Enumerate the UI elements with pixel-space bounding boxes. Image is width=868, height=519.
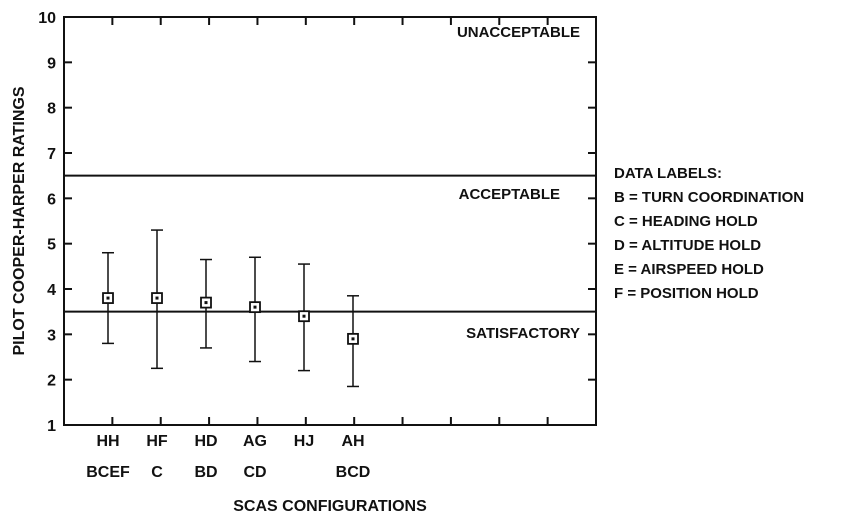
plot-frame: [63, 16, 597, 426]
x-category-sublabel: CD: [243, 464, 266, 481]
x-category-label: HF: [146, 433, 168, 450]
y-tick-label: 10: [38, 10, 56, 27]
x-category-label: AH: [341, 433, 364, 450]
y-tick-label: 4: [47, 282, 56, 299]
data-marks: [102, 229, 359, 388]
y-tick-label: 3: [47, 327, 56, 344]
legend-title: DATA LABELS:: [614, 165, 723, 182]
region-label-unacceptable: UNACCEPTABLE: [457, 24, 580, 41]
region-label-acceptable: ACCEPTABLE: [459, 186, 560, 203]
x-category-sublabel: BCEF: [86, 464, 130, 481]
y-tick-label: 9: [47, 55, 56, 72]
y-tick-label: 6: [47, 191, 56, 208]
axes-group: [63, 16, 597, 426]
x-category-sublabel: BCD: [336, 464, 371, 481]
mean-marker-dot: [155, 296, 159, 300]
x-axis-title: SCAS CONFIGURATIONS: [233, 498, 427, 515]
mean-marker-dot: [204, 301, 208, 305]
y-tick-label: 2: [47, 373, 56, 390]
threshold-lines: [64, 174, 596, 313]
x-category-label: HD: [194, 433, 217, 450]
mean-marker-dot: [351, 337, 355, 341]
data-labels-legend: DATA LABELS: B = TURN COORDINATION C = H…: [614, 162, 804, 306]
y-tick-label: 1: [47, 418, 56, 435]
y-axis-title: PILOT COOPER-HARPER RATINGS: [11, 86, 28, 355]
mean-marker-dot: [253, 305, 257, 309]
mean-marker-dot: [302, 314, 306, 318]
legend-item: F = POSITION HOLD: [614, 285, 759, 302]
x-category-label: AG: [243, 433, 267, 450]
x-category-label: HH: [96, 433, 119, 450]
legend-item: E = AIRSPEED HOLD: [614, 261, 764, 278]
x-category-sublabel: C: [151, 464, 163, 481]
legend-item: D = ALTITUDE HOLD: [614, 237, 762, 254]
x-category-label: HJ: [294, 433, 314, 450]
region-label-satisfactory: SATISFACTORY: [466, 325, 580, 342]
label-group: 1 2 3 4 5 6 7 8 9 10 UNACCEPTABLE ACCEPTABLE SATISFA…: [11, 10, 580, 515]
legend-item: B = TURN COORDINATION: [614, 189, 805, 206]
y-tick-label: 7: [47, 146, 56, 163]
x-category-sublabel: BD: [194, 464, 217, 481]
y-tick-label: 8: [47, 101, 56, 118]
legend-item: C = HEADING HOLD: [614, 213, 758, 230]
y-tick-label: 5: [47, 237, 56, 254]
mean-marker-dot: [106, 296, 110, 300]
